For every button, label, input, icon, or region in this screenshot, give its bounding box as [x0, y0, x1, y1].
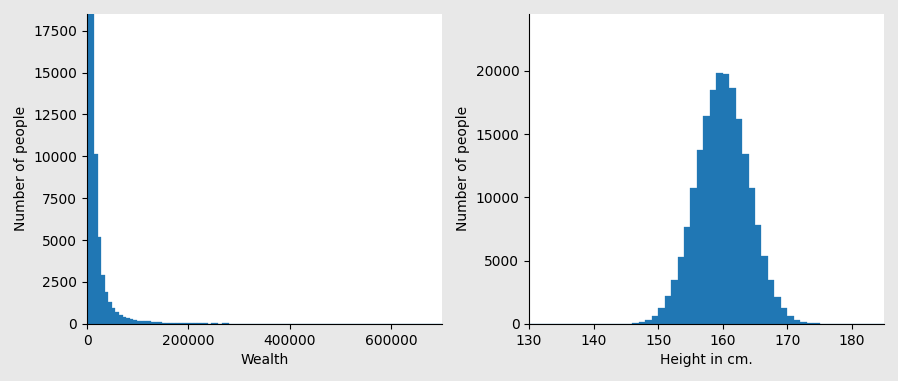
Bar [119, 314, 122, 324]
Bar [87, 0, 91, 324]
Bar [691, 188, 697, 324]
Bar [774, 297, 781, 324]
Bar [172, 323, 176, 324]
Bar [180, 323, 183, 324]
Bar [101, 275, 105, 324]
Bar [755, 225, 762, 324]
Bar [703, 116, 709, 324]
Bar [187, 323, 190, 324]
Bar [211, 323, 215, 324]
Bar [781, 308, 788, 324]
Bar [788, 316, 794, 324]
Bar [147, 322, 151, 324]
Bar [684, 227, 691, 324]
Bar [197, 323, 200, 324]
Bar [762, 256, 768, 324]
Bar [190, 323, 194, 324]
Bar [154, 322, 158, 324]
Bar [709, 90, 717, 324]
Bar [183, 323, 187, 324]
Bar [742, 154, 749, 324]
Bar [800, 322, 806, 324]
Bar [158, 322, 162, 324]
Y-axis label: Number of people: Number of people [13, 106, 28, 231]
Bar [665, 296, 671, 324]
Bar [729, 88, 735, 324]
Bar [697, 150, 703, 324]
Bar [652, 316, 658, 324]
Bar [133, 320, 136, 324]
Bar [717, 73, 723, 324]
Bar [140, 321, 144, 324]
Bar [735, 119, 742, 324]
Bar [169, 323, 172, 324]
Bar [768, 280, 774, 324]
X-axis label: Height in cm.: Height in cm. [660, 353, 753, 367]
Bar [162, 323, 165, 324]
Bar [678, 257, 684, 324]
Bar [91, 0, 94, 324]
Bar [794, 320, 800, 324]
Bar [200, 323, 204, 324]
Bar [646, 320, 652, 324]
Bar [116, 312, 119, 324]
X-axis label: Wealth: Wealth [241, 353, 288, 367]
Bar [632, 323, 638, 324]
Bar [126, 318, 129, 324]
Bar [194, 323, 197, 324]
Bar [204, 323, 207, 324]
Bar [165, 322, 169, 324]
Y-axis label: Number of people: Number of people [456, 106, 470, 231]
Bar [122, 317, 126, 324]
Bar [98, 237, 101, 324]
Bar [749, 188, 755, 324]
Bar [109, 302, 112, 324]
Bar [658, 308, 665, 324]
Bar [638, 322, 646, 324]
Bar [144, 321, 147, 324]
Bar [105, 292, 109, 324]
Bar [112, 308, 116, 324]
Bar [94, 154, 98, 324]
Bar [136, 321, 140, 324]
Bar [151, 322, 154, 324]
Bar [806, 323, 813, 324]
Bar [723, 74, 729, 324]
Bar [671, 280, 678, 324]
Bar [176, 323, 180, 324]
Bar [129, 319, 133, 324]
